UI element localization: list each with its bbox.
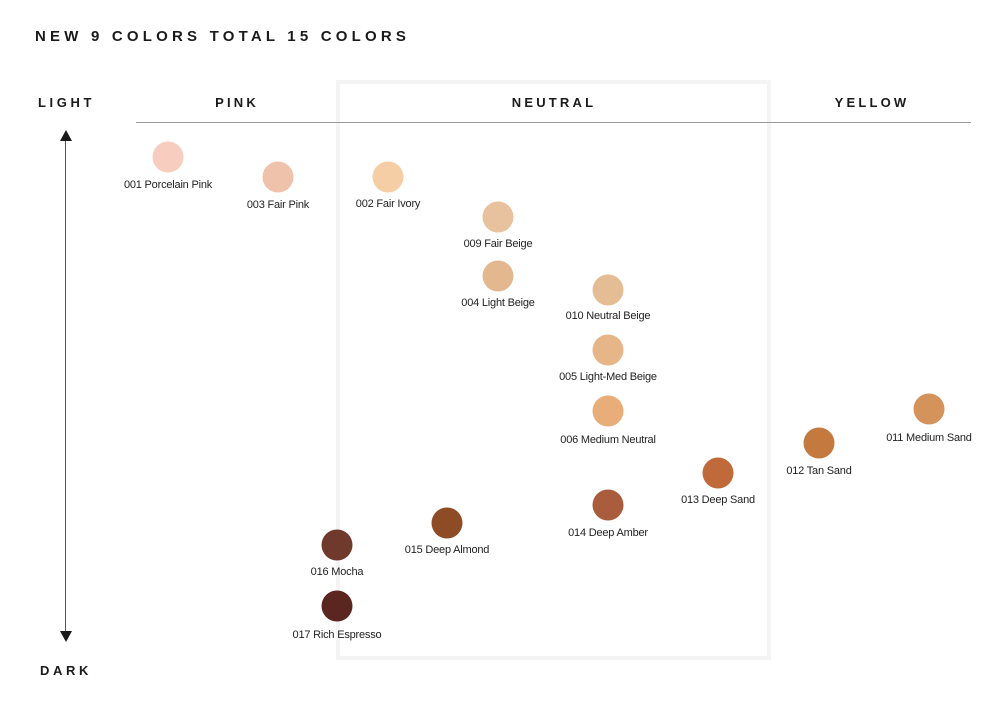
shade-swatch [803,427,835,459]
page-title: NEW 9 COLORS TOTAL 15 COLORS [35,28,411,45]
shade-swatch [431,507,463,539]
shade-swatch [482,201,514,233]
shade-label: 001 Porcelain Pink [123,179,213,191]
shade-label: 009 Fair Beige [463,238,533,250]
shade-swatch [262,161,294,193]
shade-label: 010 Neutral Beige [565,310,651,322]
shade-swatch [592,395,624,427]
shade-label: 003 Fair Pink [246,199,310,211]
shade-label: 012 Tan Sand [786,465,852,477]
shade-swatch [321,590,353,622]
shade-label: 004 Light Beige [461,297,535,309]
axis-label-light: LIGHT [38,95,95,110]
shade-swatch [592,334,624,366]
shade-swatch [592,489,624,521]
shade-swatch [372,161,404,193]
axis-label-dark: DARK [40,663,92,678]
neutral-group-frame [336,80,771,660]
shade-label: 013 Deep Sand [681,494,755,506]
shade-label: 002 Fair Ivory [355,198,421,210]
shade-swatch [913,393,945,425]
shade-label: 006 Medium Neutral [560,434,656,446]
shade-label: 011 Medium Sand [886,432,972,444]
shade-label: 017 Rich Espresso [292,629,382,641]
shade-label: 014 Deep Amber [568,527,648,539]
category-divider [136,122,971,123]
arrow-up-icon [60,130,72,141]
category-pink: PINK [215,95,259,110]
shade-label: 015 Deep Almond [404,544,490,556]
shade-swatch [702,457,734,489]
shade-swatch [592,274,624,306]
shade-swatch [321,529,353,561]
lightness-axis-line [65,138,66,634]
shade-swatch [482,260,514,292]
shade-swatch [152,141,184,173]
category-neutral: NEUTRAL [511,95,597,110]
arrow-down-icon [60,631,72,642]
category-yellow: YELLOW [834,95,910,110]
shade-label: 005 Light-Med Beige [559,371,657,383]
shade-label: 016 Mocha [310,566,364,578]
